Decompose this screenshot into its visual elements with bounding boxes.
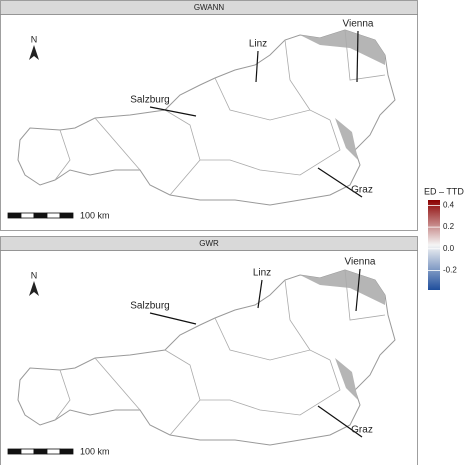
scale-segment xyxy=(33,448,48,455)
scale-segment xyxy=(46,448,61,455)
north-arrow-shape xyxy=(29,45,39,60)
scale-bar: 100 km xyxy=(7,210,110,220)
city-leader xyxy=(149,312,197,325)
legend-tick-label: 0.4 xyxy=(443,201,455,210)
scale-segment xyxy=(59,448,74,455)
legend: ED – TTD 0.4 0.2 0.0 -0.2 xyxy=(424,186,464,290)
scale-segment xyxy=(7,212,22,219)
city-label: Salzburg xyxy=(130,95,169,106)
map-panel: GWANN N 100 km Linz Vienna Salzburg Graz xyxy=(0,0,418,231)
city-leader xyxy=(356,30,359,83)
scale-segment xyxy=(20,212,35,219)
city-leader xyxy=(257,279,263,309)
city-label: Graz xyxy=(351,185,373,196)
north-arrow-shape xyxy=(29,281,39,296)
legend-tick-label: 0.0 xyxy=(443,244,455,253)
north-label: N xyxy=(31,34,38,44)
city-leader xyxy=(255,50,259,83)
panel-title: GWR xyxy=(199,239,219,248)
city-leader xyxy=(317,167,363,198)
scale-bar: 100 km xyxy=(7,446,110,456)
scale-segment xyxy=(33,212,48,219)
czech-border-shade xyxy=(300,270,385,305)
scale-segment xyxy=(59,212,74,219)
scale-label: 100 km xyxy=(80,446,110,456)
city-label: Linz xyxy=(253,268,271,279)
czech-border-shade xyxy=(300,30,385,65)
north-arrow: N xyxy=(29,34,39,60)
hungary-border-shade xyxy=(335,118,358,160)
city-leader xyxy=(355,268,361,312)
city-label: Graz xyxy=(351,425,373,436)
north-label: N xyxy=(31,270,38,280)
legend-title: ED – TTD xyxy=(424,186,464,196)
north-arrow: N xyxy=(29,270,39,296)
city-leader xyxy=(149,106,197,117)
panels: GWANN N 100 km Linz Vienna Salzburg Graz GWR N 10… xyxy=(0,0,418,465)
color-bar xyxy=(428,200,440,290)
scale-segment xyxy=(7,448,22,455)
city-label: Linz xyxy=(249,39,267,50)
panel-title: GWANN xyxy=(194,3,225,12)
city-label: Salzburg xyxy=(130,301,169,312)
country xyxy=(17,29,396,206)
scale-label: 100 km xyxy=(80,210,110,220)
hungary-border-shade xyxy=(335,358,358,400)
city-label: Vienna xyxy=(345,257,376,268)
scale-segment xyxy=(20,448,35,455)
city-label: Vienna xyxy=(343,19,374,30)
city-leader xyxy=(317,405,363,438)
scale-segment xyxy=(46,212,61,219)
legend-tick-label: 0.2 xyxy=(443,222,455,231)
legend-tick-label: -0.2 xyxy=(443,266,457,275)
map-panel: GWR N 100 km Linz Vienna Salzburg Graz xyxy=(0,236,418,465)
country xyxy=(17,269,396,446)
